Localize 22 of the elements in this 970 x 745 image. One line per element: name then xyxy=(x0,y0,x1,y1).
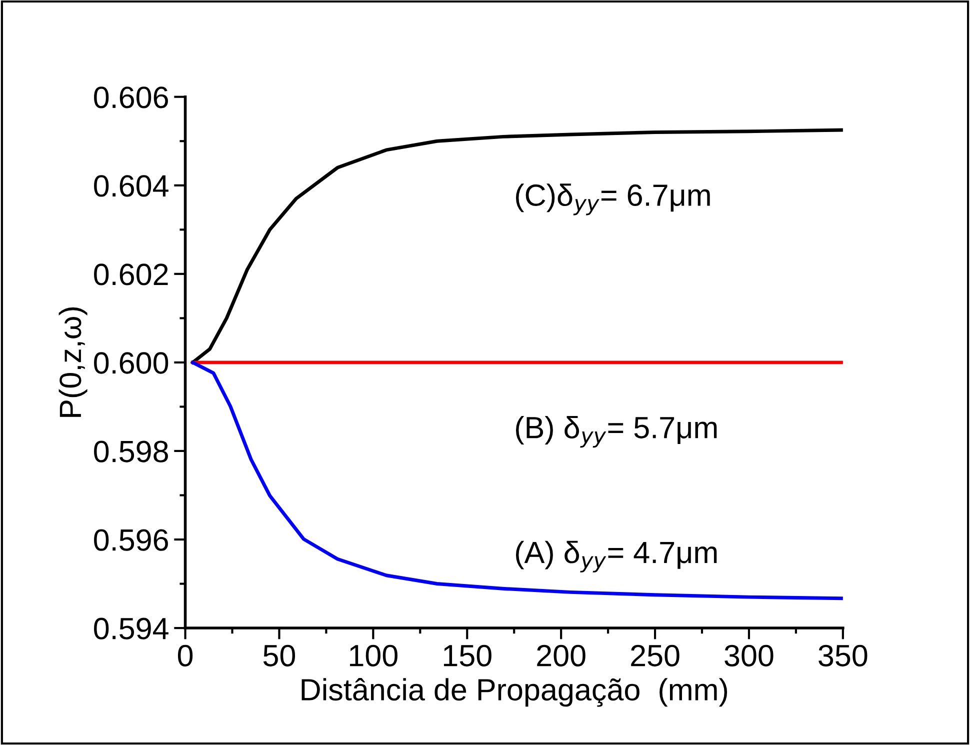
x-tick-label: 100 xyxy=(350,644,398,666)
y-axis-title: P(0,z,ω) xyxy=(58,307,88,417)
x-axis-title: Distância de Propagação (mm) xyxy=(302,678,728,707)
x-tick-label: 250 xyxy=(631,644,680,666)
y-tick-label: 0.602 xyxy=(94,264,168,286)
y-tick-label: 0.604 xyxy=(94,175,168,197)
y-tick-label: 0.594 xyxy=(94,618,168,640)
y-tick-label: 0.596 xyxy=(94,529,168,551)
x-tick-label: 350 xyxy=(818,644,868,666)
x-tick-label: 200 xyxy=(537,644,586,666)
y-tick-label: 0.598 xyxy=(94,440,168,462)
y-tick-label: 0.600 xyxy=(94,352,168,374)
series-label: (C)δ$_{yy}$= 6.7μm xyxy=(516,184,710,216)
x-tick-label: 50 xyxy=(263,644,296,666)
x-tick-label: 150 xyxy=(444,644,492,666)
y-tick-label: 0.606 xyxy=(94,86,168,108)
line-series xyxy=(191,128,843,364)
series-label: (A) δ$_{yy}$= 4.7μm xyxy=(516,540,717,572)
x-tick-label: 300 xyxy=(724,644,774,666)
line-series xyxy=(191,360,843,600)
x-tick-label: 0 xyxy=(178,644,193,666)
series-label: (B) δ$_{yy}$= 5.7μm xyxy=(516,416,717,448)
